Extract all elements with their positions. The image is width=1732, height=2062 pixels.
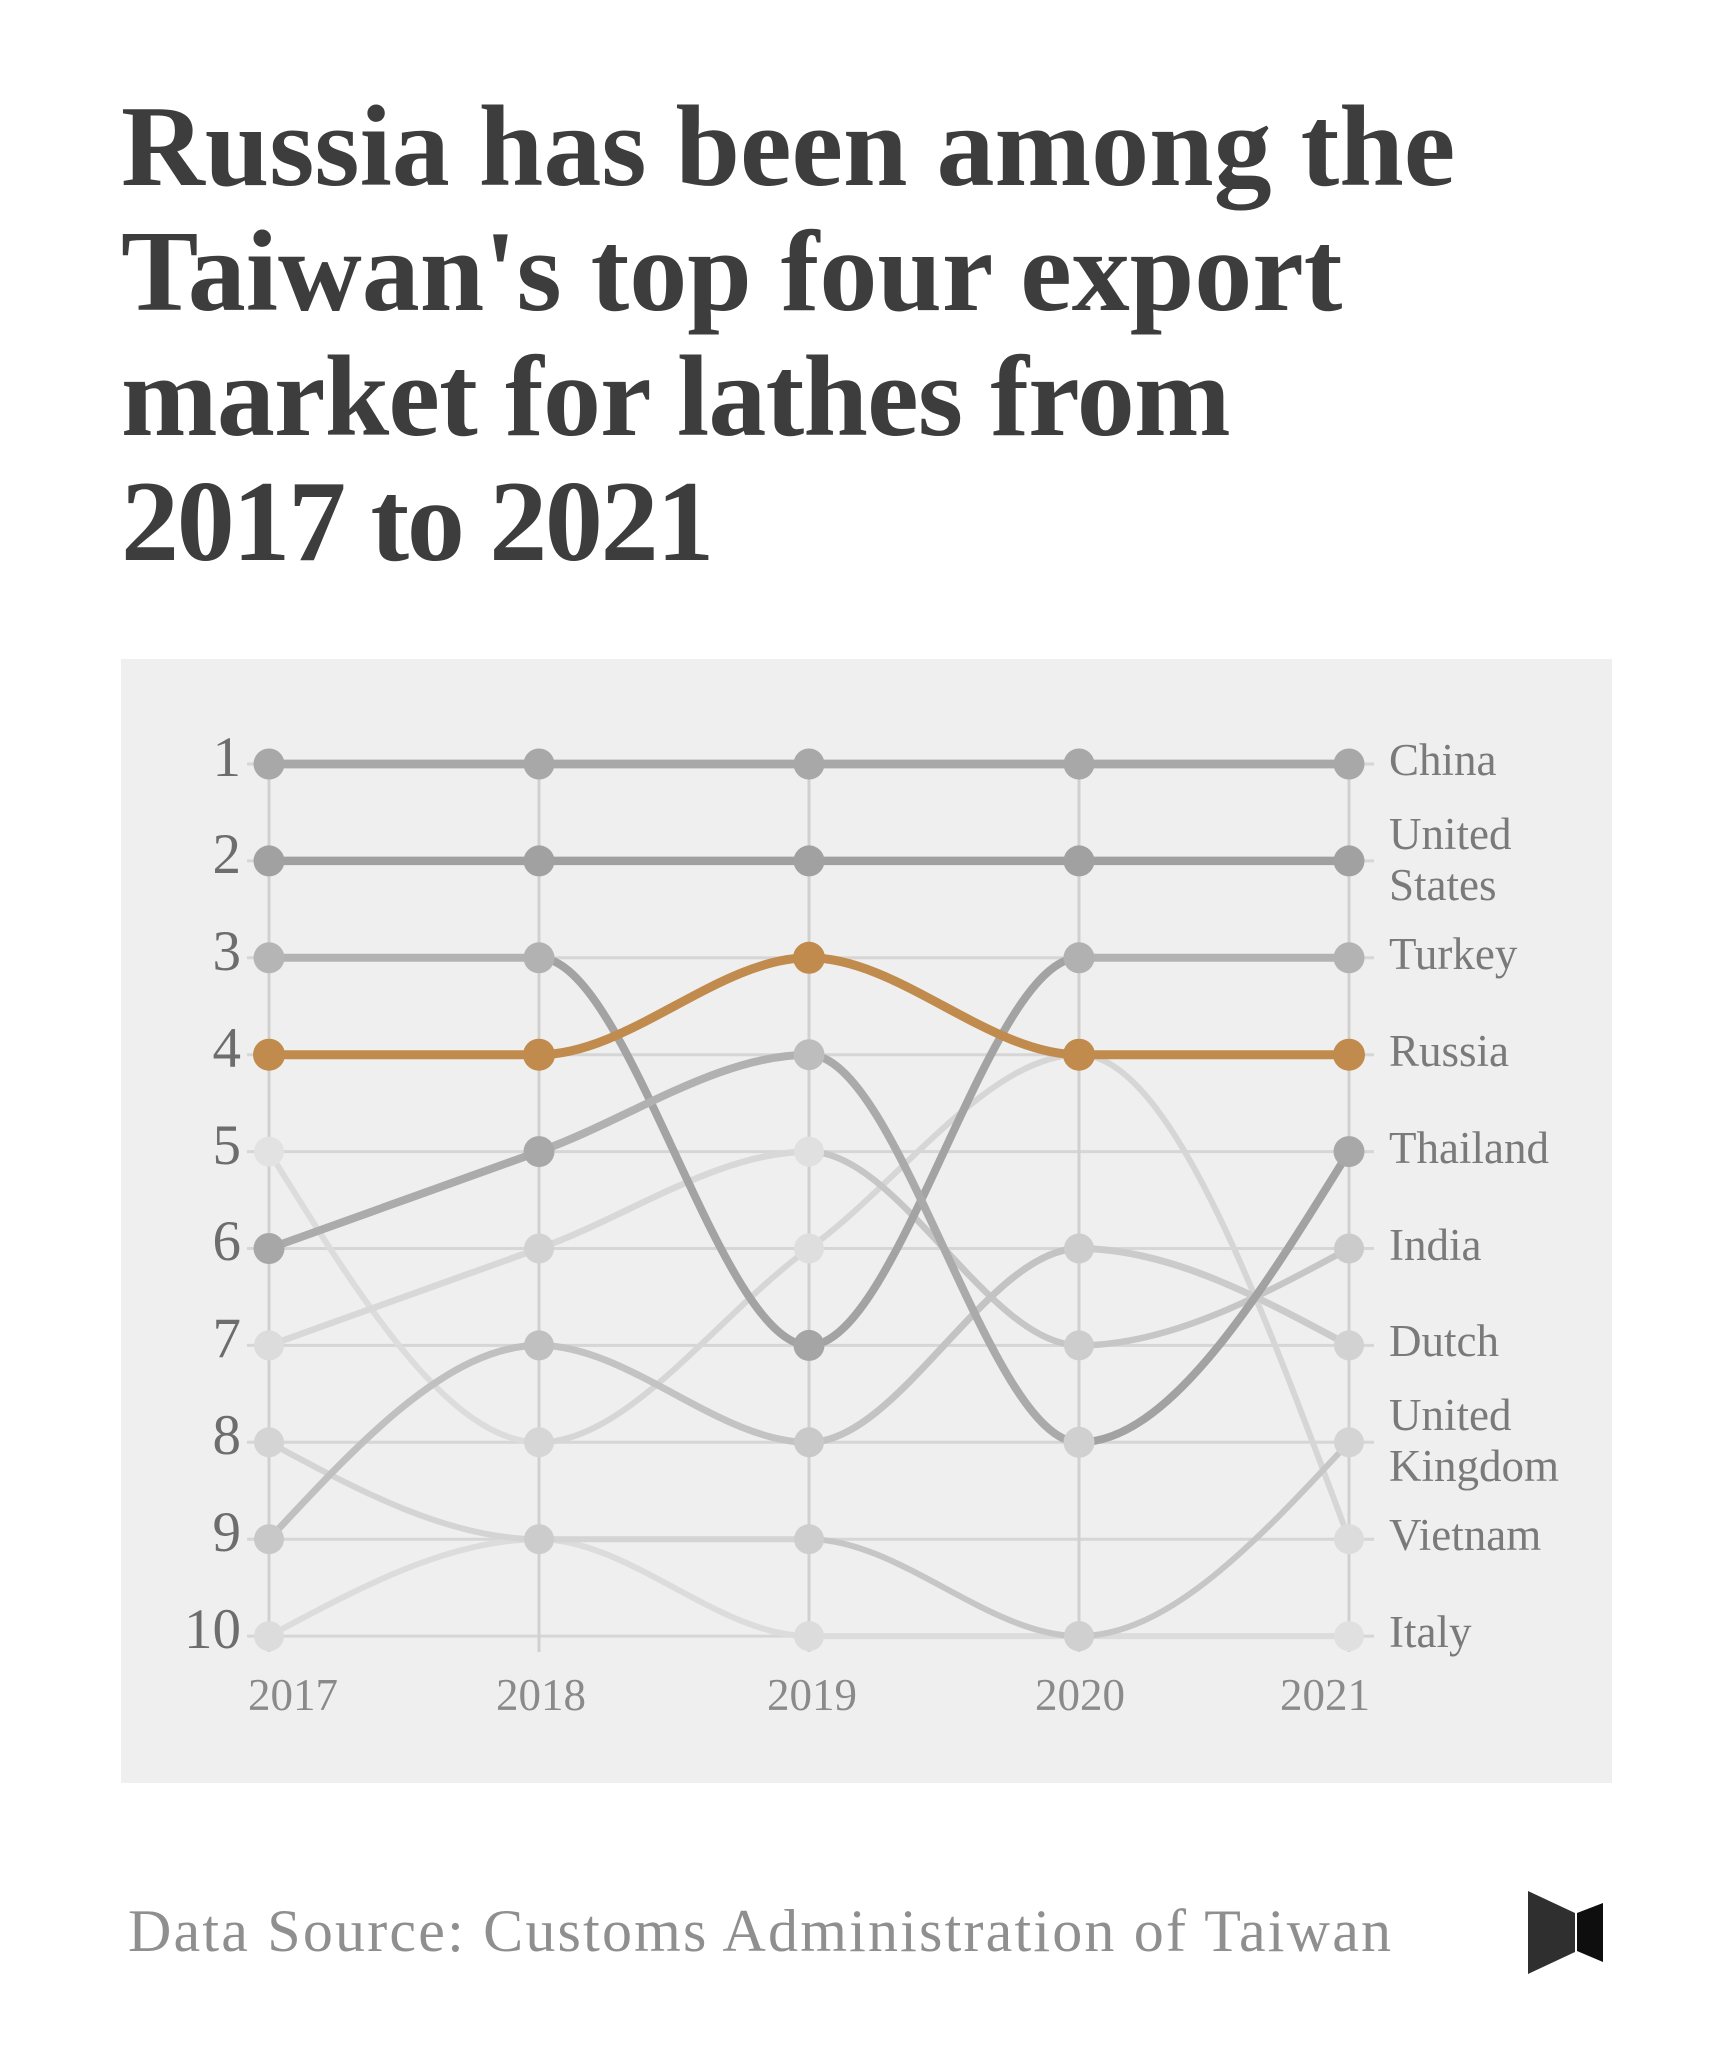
svg-text:market for lathes from: market for lathes from — [121, 333, 1230, 461]
svg-text:Kingdom: Kingdom — [1389, 1441, 1559, 1491]
svg-text:1: 1 — [213, 726, 242, 789]
svg-text:Russia has been among the: Russia has been among the — [121, 83, 1455, 211]
svg-text:8: 8 — [213, 1404, 242, 1467]
svg-text:5: 5 — [213, 1114, 242, 1177]
svg-text:China: China — [1389, 735, 1497, 785]
svg-text:2018: 2018 — [496, 1670, 586, 1720]
svg-text:Vietnam: Vietnam — [1389, 1510, 1541, 1560]
svg-text:States: States — [1389, 860, 1497, 910]
svg-text:Thailand: Thailand — [1389, 1123, 1549, 1173]
svg-text:6: 6 — [213, 1210, 242, 1273]
svg-text:United: United — [1389, 809, 1511, 859]
svg-text:2019: 2019 — [767, 1670, 857, 1720]
svg-text:4: 4 — [213, 1017, 242, 1080]
svg-text:2: 2 — [213, 823, 242, 886]
svg-text:2017: 2017 — [248, 1670, 338, 1720]
svg-text:7: 7 — [213, 1307, 242, 1370]
svg-text:Italy: Italy — [1389, 1607, 1472, 1657]
svg-text:Russia: Russia — [1389, 1026, 1509, 1076]
svg-text:Turkey: Turkey — [1389, 929, 1518, 979]
svg-text:Data Source: Customs Administr: Data Source: Customs Administration of T… — [128, 1898, 1393, 1964]
svg-text:Taiwan's top four export: Taiwan's top four export — [121, 208, 1343, 336]
svg-text:2020: 2020 — [1035, 1670, 1125, 1720]
svg-text:9: 9 — [213, 1501, 242, 1564]
svg-text:3: 3 — [213, 920, 242, 983]
svg-text:Dutch: Dutch — [1389, 1316, 1499, 1366]
svg-text:India: India — [1389, 1220, 1481, 1270]
svg-text:2017 to 2021: 2017 to 2021 — [121, 458, 712, 586]
svg-text:United: United — [1389, 1390, 1511, 1440]
svg-text:2021: 2021 — [1280, 1670, 1370, 1720]
svg-text:10: 10 — [184, 1598, 241, 1661]
